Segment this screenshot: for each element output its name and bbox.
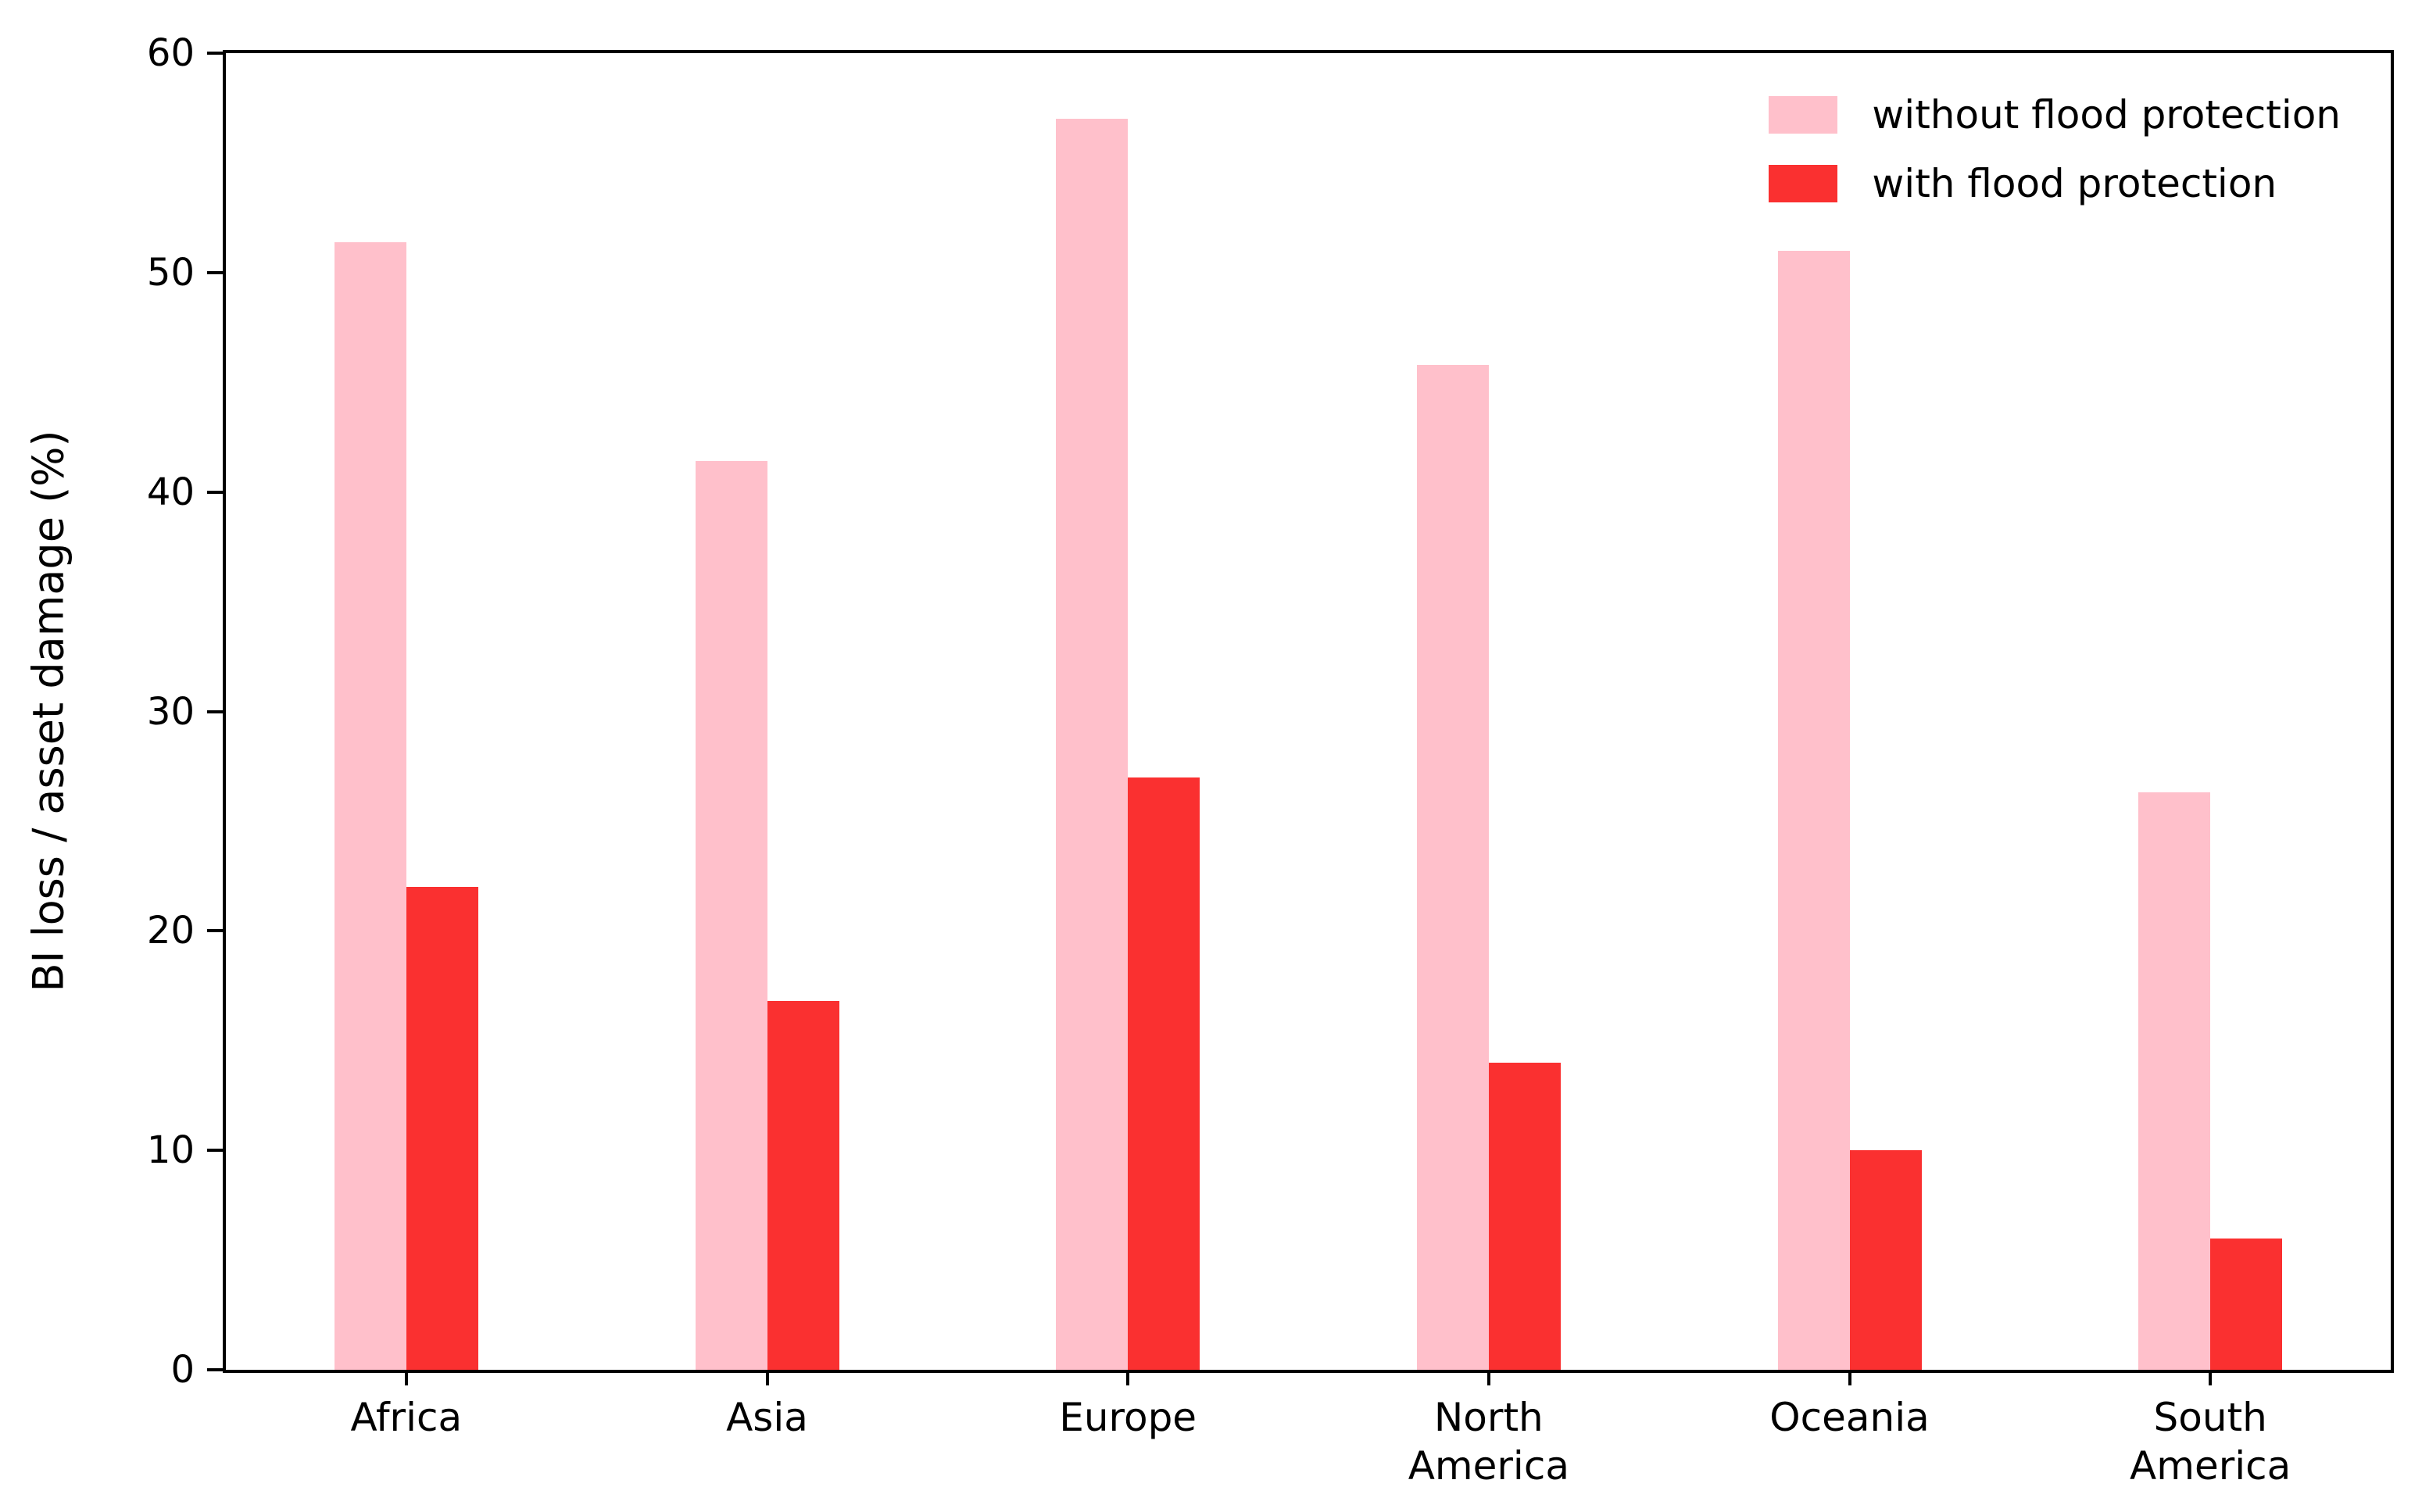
y-tick-mark-30 — [207, 710, 223, 713]
x-tick-mark-asia — [765, 1370, 769, 1385]
y-tick-label-50: 50 — [146, 250, 195, 295]
y-tick-mark-60 — [207, 52, 223, 55]
y-tick-mark-0 — [207, 1368, 223, 1371]
plot-area: 0 10 20 30 40 50 60 Africa Asia Europe North Ameri… — [147, 31, 2394, 1489]
x-tick-label-south-america: South America — [2130, 1395, 2291, 1489]
bar-with-protection-europe — [1128, 777, 1200, 1370]
y-tick-mark-50 — [207, 270, 223, 274]
y-tick-mark-20 — [207, 929, 223, 933]
x-tick-label-africa: Africa — [350, 1395, 463, 1440]
x-tick-label-europe: Europe — [1059, 1395, 1197, 1440]
legend-label-with-flood-protection: with flood protection — [1872, 161, 2277, 206]
bar-with-protection-south-america — [2210, 1238, 2283, 1370]
bar-without-protection-europe — [1056, 119, 1129, 1370]
y-tick-label-40: 40 — [146, 470, 195, 514]
legend-label-without-flood-protection: without flood protection — [1872, 92, 2341, 138]
y-tick-label-0: 0 — [170, 1348, 195, 1392]
x-tick-mark-south-america — [2209, 1370, 2213, 1385]
bar-with-protection-oceania — [1849, 1150, 1922, 1370]
x-tick-label-north-america: North America — [1408, 1395, 1569, 1489]
x-tick-label-oceania: Oceania — [1769, 1395, 1930, 1440]
legend-item-with-flood-protection: with flood protection — [1769, 161, 2341, 206]
x-tick-mark-europe — [1126, 1370, 1130, 1385]
y-tick-mark-10 — [207, 1149, 223, 1153]
bar-without-protection-north-america — [1416, 364, 1489, 1370]
y-tick-mark-40 — [207, 490, 223, 494]
x-tick-label-asia: Asia — [726, 1395, 808, 1440]
legend-swatch-without-flood-protection — [1769, 96, 1838, 134]
y-tick-label-10: 10 — [146, 1128, 195, 1173]
bar-with-protection-africa — [406, 887, 478, 1370]
bar-with-protection-north-america — [1488, 1062, 1561, 1370]
legend: without flood protection with flood prot… — [1769, 92, 2341, 206]
bar-without-protection-oceania — [1777, 250, 1850, 1370]
y-tick-label-30: 30 — [146, 689, 195, 734]
bar-with-protection-asia — [767, 1001, 839, 1370]
legend-item-without-flood-protection: without flood protection — [1769, 92, 2341, 138]
x-tick-mark-oceania — [1848, 1370, 1851, 1385]
y-tick-label-60: 60 — [146, 31, 195, 75]
x-tick-mark-africa — [404, 1370, 408, 1385]
bar-without-protection-africa — [334, 241, 406, 1370]
y-tick-label-20: 20 — [146, 909, 195, 953]
bar-without-protection-south-america — [2138, 792, 2211, 1370]
legend-swatch-with-flood-protection — [1769, 165, 1838, 202]
bar-without-protection-asia — [695, 461, 767, 1370]
x-tick-mark-north-america — [1486, 1370, 1490, 1385]
